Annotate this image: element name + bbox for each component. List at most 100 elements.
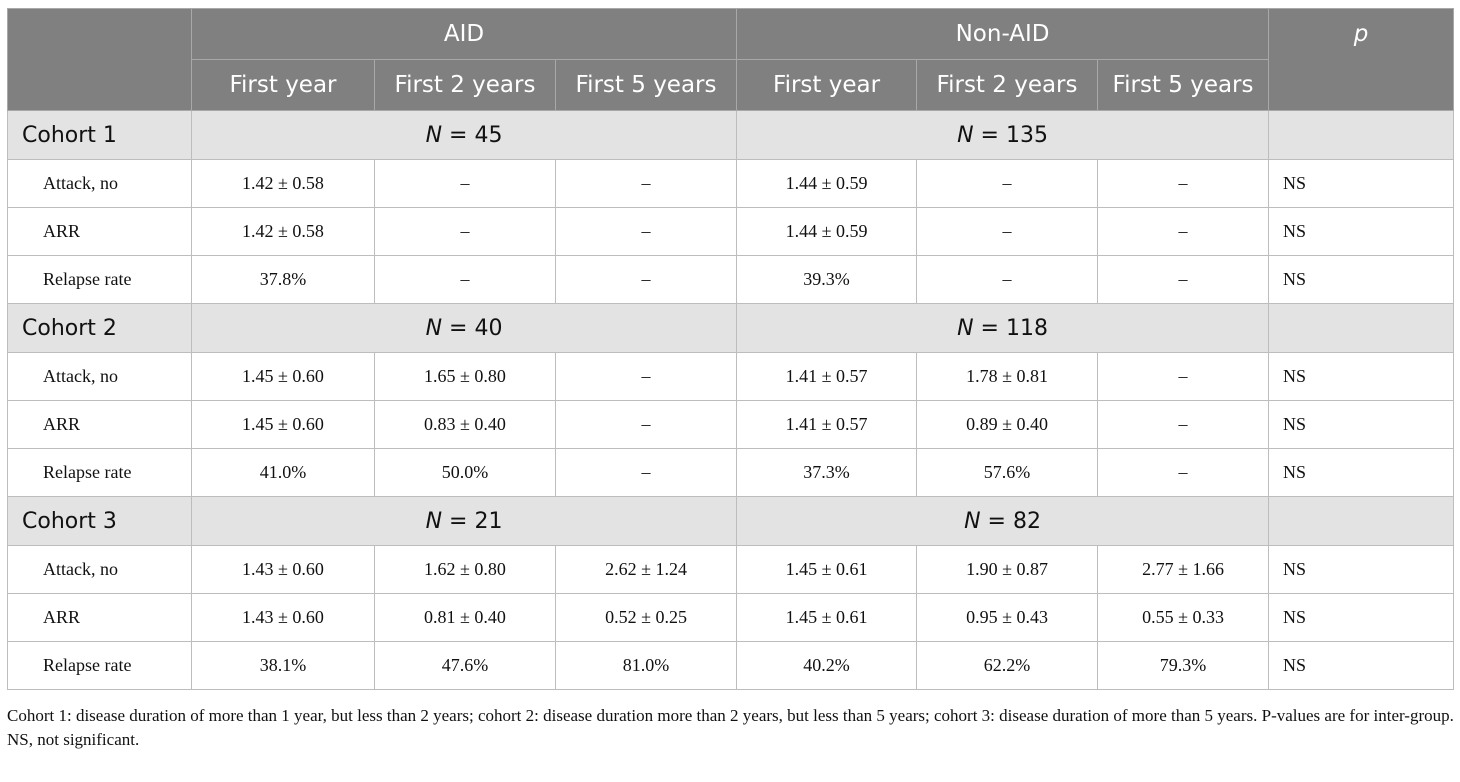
table-cell: 1.45 ± 0.60	[191, 400, 375, 449]
n-symbol: N	[425, 508, 443, 534]
p-value-cell: NS	[1268, 593, 1455, 642]
table-cell: 0.55 ± 0.33	[1097, 593, 1270, 642]
row-label: Attack, no	[7, 352, 192, 401]
table-cell: 1.44 ± 0.59	[736, 159, 918, 208]
table-cell: –	[916, 159, 1099, 208]
table-cell: 40.2%	[736, 641, 918, 690]
n-value: 118	[1005, 315, 1048, 341]
equals-sign: =	[980, 508, 1013, 534]
table-cell: 1.43 ± 0.60	[191, 593, 375, 642]
cohort-n-nonaid: N = 82	[736, 496, 1270, 546]
p-value-cell: NS	[1268, 159, 1455, 208]
table-cell: 1.44 ± 0.59	[736, 207, 918, 256]
cohort-n-aid: N = 21	[190, 496, 738, 546]
table-cell: 1.41 ± 0.57	[736, 400, 918, 449]
n-symbol: N	[957, 315, 974, 341]
table-cell: 1.43 ± 0.60	[191, 545, 375, 594]
header-period: First 2 years	[374, 59, 556, 111]
cohort-name: Cohort 2	[7, 303, 192, 353]
table-cell: –	[554, 255, 738, 304]
table-cell: –	[374, 159, 556, 208]
row-label: ARR	[7, 400, 192, 449]
table-row: Relapse rate 37.8% – –39.3% – – NS	[7, 255, 1455, 304]
table-row: Attack, no 1.45 ± 0.60 1.65 ± 0.80–1.41 ± …	[7, 352, 1455, 401]
table-cell: 62.2%	[916, 641, 1099, 690]
cohort-n-nonaid: N = 135	[736, 110, 1270, 160]
table-cell: 0.81 ± 0.40	[374, 593, 556, 642]
results-table: AID Non-AID p First year First 2 years F…	[7, 8, 1455, 690]
table-cell: –	[1097, 400, 1270, 449]
row-label: Relapse rate	[7, 641, 192, 690]
cohort-n-nonaid: N = 118	[736, 303, 1270, 353]
header-p-value: p	[1268, 8, 1455, 111]
n-value: 135	[1005, 122, 1048, 148]
table-cell: –	[554, 352, 738, 401]
cohort-p-empty	[1268, 496, 1455, 546]
table-cell: 1.42 ± 0.58	[191, 159, 375, 208]
row-label: Relapse rate	[7, 255, 192, 304]
equals-sign: =	[973, 315, 1006, 341]
table-cell: –	[1097, 159, 1270, 208]
table-row: Attack, no 1.42 ± 0.58– –1.44 ± 0.59– – NS	[7, 159, 1455, 208]
table-footnotes: Cohort 1: disease duration of more than …	[7, 704, 1457, 752]
header-period: First year	[736, 59, 918, 111]
n-value: 40	[474, 315, 503, 341]
table-cell: –	[1097, 207, 1270, 256]
n-value: 21	[474, 508, 503, 534]
table-cell: 0.83 ± 0.40	[374, 400, 556, 449]
table-cell: –	[554, 159, 738, 208]
table-row: ARR 1.45 ± 0.60 0.83 ± 0.40 – 1.41 ± 0.57 0.8…	[7, 400, 1455, 449]
table-cell: 1.65 ± 0.80	[374, 352, 556, 401]
table-cell: 57.6%	[916, 448, 1099, 497]
p-value-cell: NS	[1268, 207, 1455, 256]
p-value-cell: NS	[1268, 545, 1455, 594]
table-cell: –	[1097, 448, 1270, 497]
table-cell: 1.45 ± 0.61	[736, 545, 918, 594]
table-cell: 0.52 ± 0.25	[554, 593, 738, 642]
header-period: First year	[191, 59, 375, 111]
table-cell: 2.77 ± 1.66	[1097, 545, 1270, 594]
header-corner	[7, 8, 192, 111]
table-cell: –	[374, 255, 556, 304]
table-cell: 1.45 ± 0.61	[736, 593, 918, 642]
header-period: First 5 years	[554, 59, 738, 111]
cohort-n-aid: N = 45	[190, 110, 738, 160]
table-cell: –	[374, 207, 556, 256]
table-cell: 47.6%	[374, 641, 556, 690]
table-cell: 50.0%	[374, 448, 556, 497]
table-cell: 1.90 ± 0.87	[916, 545, 1099, 594]
header-period: First 2 years	[916, 59, 1099, 111]
equals-sign: =	[442, 508, 475, 534]
table-cell: –	[916, 207, 1099, 256]
table-cell: 37.8%	[191, 255, 375, 304]
header-group-aid: AID	[190, 8, 738, 60]
table-cell: 1.78 ± 0.81	[916, 352, 1099, 401]
table-cell: 1.45 ± 0.60	[191, 352, 375, 401]
p-value-cell: NS	[1268, 255, 1455, 304]
table-cell: 2.62 ± 1.24	[554, 545, 738, 594]
table-row: ARR 1.42 ± 0.58– –1.44 ± 0.59– – NS	[7, 207, 1455, 256]
row-label: Attack, no	[7, 545, 192, 594]
cohort-name: Cohort 3	[7, 496, 192, 546]
row-label: Attack, no	[7, 159, 192, 208]
header-row-periods: First year First 2 years First 5 years F…	[8, 59, 1454, 111]
cohort-name: Cohort 1	[7, 110, 192, 160]
table-row: Relapse rate 38.1% 47.6% 81.0% 40.2% 62.2% 79.…	[7, 641, 1455, 690]
n-value: 82	[1012, 508, 1041, 534]
row-label: ARR	[7, 207, 192, 256]
table-cell: 81.0%	[554, 641, 738, 690]
table-cell: –	[1097, 255, 1270, 304]
n-value: 45	[474, 122, 503, 148]
table-cell: 1.62 ± 0.80	[374, 545, 556, 594]
cohort-n-aid: N = 40	[190, 303, 738, 353]
n-symbol: N	[425, 122, 443, 148]
equals-sign: =	[973, 122, 1006, 148]
n-symbol: N	[964, 508, 981, 534]
n-symbol: N	[425, 315, 443, 341]
equals-sign: =	[442, 122, 475, 148]
table-cell: 0.89 ± 0.40	[916, 400, 1099, 449]
p-value-cell: NS	[1268, 641, 1455, 690]
n-symbol: N	[957, 122, 974, 148]
